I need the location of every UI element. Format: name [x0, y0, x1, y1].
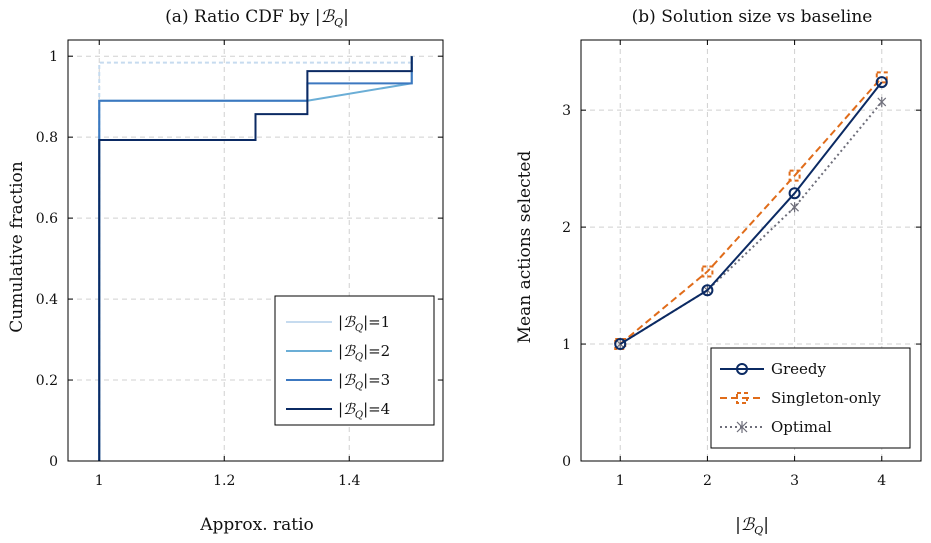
legend-item-q4: |ℬQ|=4	[286, 400, 390, 421]
legend-item-q1: |ℬQ|=1	[286, 313, 390, 334]
panel-b-point-greedy	[701, 284, 714, 297]
panel-b-ytick-label: 3	[562, 103, 571, 119]
panel-b-xlabel: |ℬQ|	[735, 515, 769, 537]
panel-b-point-optimal	[790, 202, 800, 213]
legend-label-greedy: Greedy	[771, 360, 827, 378]
panel-b-point-greedy	[875, 76, 888, 89]
panel-b-point-singleton-only	[701, 265, 714, 278]
panel-a-ytick-label: 0.2	[36, 373, 58, 389]
panel-a-ytick-label: 1	[49, 49, 58, 65]
panel-b-xtick-label: 3	[790, 473, 799, 489]
legend-label-q4: |ℬQ|=4	[338, 400, 390, 421]
panel-b-point-optimal	[877, 96, 887, 107]
legend-label-q2: |ℬQ|=2	[338, 342, 390, 363]
panel-b-line-singleton-only	[619, 76, 883, 345]
panel-b-point-singleton-only	[788, 169, 801, 182]
panel-b-ytick-label: 1	[562, 337, 571, 353]
panel-a-xtick-label: 1	[95, 473, 104, 489]
panel-a: (a) Ratio CDF by |ℬQ| Approx. ratio Cumu…	[7, 7, 444, 535]
panel-b-legend: Greedy Singleton-only Optimal	[710, 347, 911, 449]
panel-b-ytick-label: 2	[562, 220, 571, 236]
panel-b-xtick-label: 2	[703, 473, 712, 489]
panel-b: (b) Solution size vs baseline |ℬQ| Mean …	[515, 7, 922, 537]
panel-a-ytick-label: 0	[49, 454, 58, 470]
panel-b-ylabel: Mean actions selected	[515, 151, 535, 344]
legend-label-q1: |ℬQ|=1	[338, 313, 390, 334]
panel-a-xlabel: Approx. ratio	[199, 515, 314, 535]
legend-item-greedy: Greedy	[720, 360, 827, 378]
panel-a-xtick-label: 1.2	[213, 473, 235, 489]
panel-a-ylabel: Cumulative fraction	[7, 161, 27, 333]
panel-a-legend: |ℬQ|=1 |ℬQ|=2 |ℬQ|=3 |ℬQ|=4	[274, 295, 435, 426]
panel-a-series-q4	[98, 56, 413, 461]
panel-a-ytick-label: 0.6	[36, 211, 58, 227]
panel-b-line-greedy	[619, 81, 883, 345]
panel-b-frame	[580, 39, 922, 462]
panel-b-ytick-label: 0	[562, 454, 571, 470]
legend-label-singleton-only: Singleton-only	[771, 389, 881, 407]
panel-b-point-greedy	[614, 338, 627, 351]
panel-a-title: (a) Ratio CDF by |ℬQ|	[165, 7, 349, 29]
panel-b-xtick-label: 1	[616, 473, 625, 489]
legend-marker-greedy	[736, 363, 748, 375]
legend-item-q2: |ℬQ|=2	[286, 342, 390, 363]
panel-a-frame	[67, 39, 444, 462]
legend-marker-singleton-only	[736, 392, 748, 404]
panel-a-legend-box	[274, 295, 435, 426]
panel-a-ytick-label: 0.8	[36, 130, 58, 146]
legend-label-q3: |ℬQ|=3	[338, 371, 390, 392]
panel-b-title: (b) Solution size vs baseline	[632, 7, 873, 27]
legend-item-q3: |ℬQ|=3	[286, 371, 390, 392]
legend-label-optimal: Optimal	[771, 418, 832, 436]
legend-item-singleton-only: Singleton-only	[720, 389, 881, 407]
panel-b-point-greedy	[788, 187, 801, 200]
panel-a-xtick-label: 1.4	[338, 473, 360, 489]
legend-item-optimal: Optimal	[720, 418, 832, 436]
panel-b-xtick-label: 4	[877, 473, 886, 489]
legend-marker-optimal	[736, 421, 748, 433]
panel-a-ytick-label: 0.4	[36, 292, 58, 308]
